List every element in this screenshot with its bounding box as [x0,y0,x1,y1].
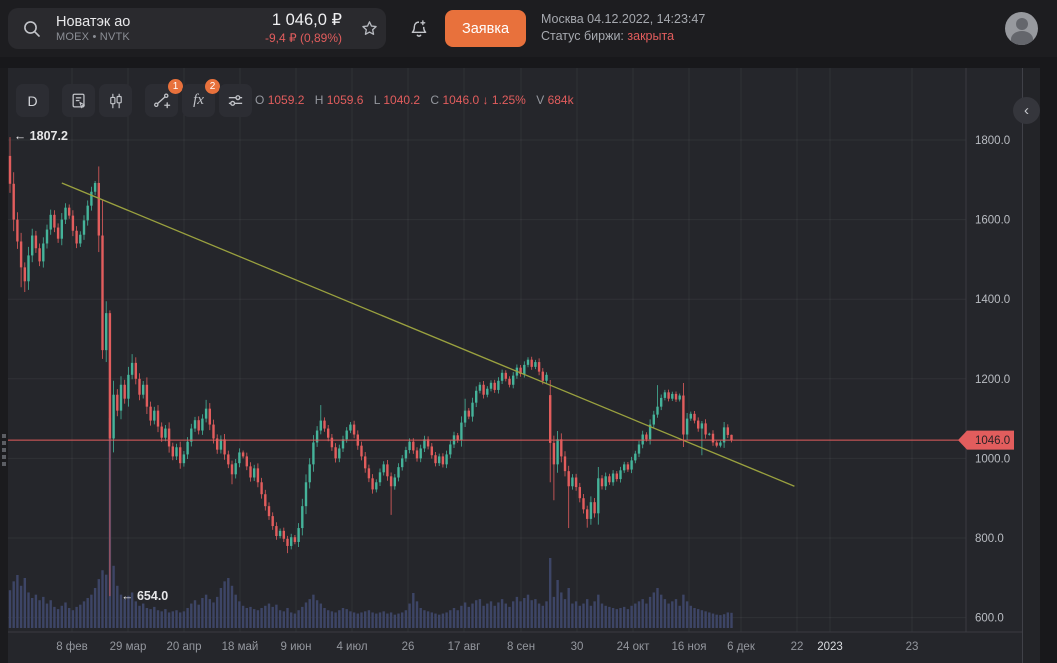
order-panel-button[interactable] [62,84,95,117]
instrument-name: Новатэк ао [56,13,131,30]
svg-text:1400.0: 1400.0 [975,294,1010,306]
drawings-button[interactable]: 1 [145,79,183,117]
left-resize-strip [0,68,8,663]
status-badge: закрыта [627,28,675,43]
chart-toolbar: D 1 [16,79,252,117]
svg-text:600.0: 600.0 [975,613,1004,625]
svg-text:1600.0: 1600.0 [975,215,1010,227]
search-button[interactable] [8,8,56,49]
svg-text:1800.0: 1800.0 [975,135,1010,147]
last-price: 1 046,0 ₽ [271,11,342,30]
clock-line: Москва 04.12.2022, 14:23:47 [541,12,706,26]
collapse-sidebar-button[interactable]: ‹ [1013,97,1040,124]
direction-arrow-icon: ↓ [482,93,489,107]
price-chart-canvas[interactable]: 1800.0 1600.0 1400.0 1200.0 1000.0 800.0 600.0… [8,68,1040,663]
svg-text:1046.0: 1046.0 [975,435,1010,447]
price-block: 1 046,0 ₽ -9,4 ₽ (0,89%) [265,11,352,45]
change-percent: 1.25% [491,93,526,107]
chart-panel[interactable]: 1800.0 1600.0 1400.0 1200.0 1000.0 800.0 600.0… [8,68,1040,663]
sliders-icon [228,95,243,106]
svg-text:6 дек: 6 дек [727,641,756,653]
svg-text:23: 23 [906,641,919,653]
drawings-count-badge: 1 [168,79,183,94]
svg-text:9 июн: 9 июн [281,641,312,653]
svg-text:22: 22 [791,641,804,653]
svg-text:← 654.0: ← 654.0 [121,589,168,603]
timeframe-button[interactable]: D [16,84,49,117]
order-button[interactable]: Заявка [445,10,526,47]
avatar-body-shape [1010,31,1033,45]
status-line: Статус биржи: закрыта [541,28,675,43]
indicators-count-badge: 2 [205,79,220,94]
svg-text:4 июл: 4 июл [336,641,367,653]
volume-value: 684k [547,93,574,107]
trendline-icon [154,93,171,109]
price-change: -9,4 ₽ (0,89%) [265,31,342,46]
order-ticket-icon [72,93,85,108]
low-value: 1040.2 [383,93,421,107]
svg-text:16 ноя: 16 ноя [672,641,707,653]
chart-settings-button[interactable] [219,84,252,117]
chart-style-button[interactable] [99,84,132,117]
alert-bell-icon [411,20,427,37]
svg-text:1000.0: 1000.0 [975,453,1010,465]
svg-text:← 1807.2: ← 1807.2 [14,129,68,143]
indicators-button[interactable]: fx 2 [182,79,220,117]
avatar-head-shape [1015,18,1028,30]
svg-text:26: 26 [402,641,415,653]
top-header-bar: Новатэк ао MOEX • NVTK 1 046,0 ₽ -9,4 ₽ … [0,0,1057,57]
fx-icon: fx [193,92,204,108]
svg-text:20 апр: 20 апр [166,641,201,653]
svg-text:24 окт: 24 окт [617,641,651,653]
high-value: 1059.6 [326,93,364,107]
star-icon [361,21,377,35]
close-value: 1046.0 [442,93,480,107]
open-value: 1059.2 [267,93,305,107]
svg-text:18 май: 18 май [222,641,259,653]
instrument-ticker: MOEX • NVTK [56,30,130,43]
user-avatar[interactable] [1005,12,1038,45]
favorite-button[interactable] [352,8,386,49]
svg-text:2023: 2023 [817,641,843,653]
svg-text:29 мар: 29 мар [110,641,147,653]
svg-text:800.0: 800.0 [975,533,1004,545]
svg-text:8 сен: 8 сен [507,641,535,653]
exchange-clock: Москва 04.12.2022, 14:23:47 Статус биржи… [541,11,705,45]
svg-text:1200.0: 1200.0 [975,374,1010,386]
instrument-panel: Новатэк ао MOEX • NVTK 1 046,0 ₽ -9,4 ₽ … [8,8,386,49]
ohlc-legend: O 1059.2 H 1059.6 L 1040.2 C 1046.0 ↓ 1.… [255,93,574,107]
svg-text:30: 30 [571,641,584,653]
candlestick-icon [109,93,122,108]
alerts-button[interactable] [402,12,436,46]
search-icon [24,20,40,37]
right-rail [1022,68,1040,663]
panel-drag-handle[interactable] [2,434,6,466]
svg-text:8 фев: 8 фев [56,641,88,653]
instrument-info: Новатэк ао MOEX • NVTK [56,13,130,45]
svg-text:17 авг: 17 авг [448,641,481,653]
